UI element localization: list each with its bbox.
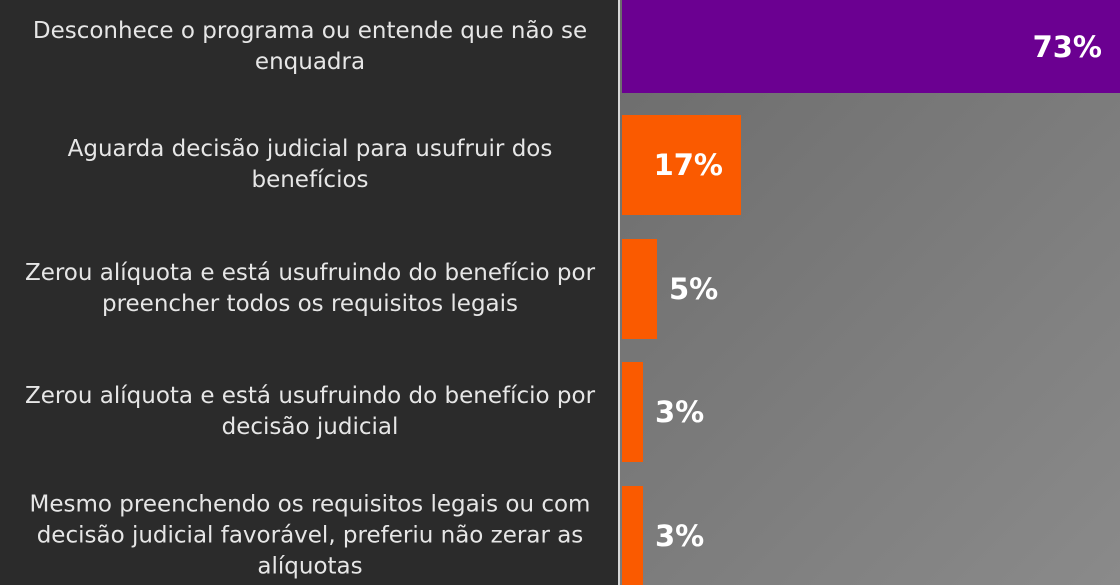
category-label: Aguarda decisão judicial para usufruir d… xyxy=(20,134,600,196)
bar xyxy=(622,362,643,462)
category-label: Zerou alíquota e está usufruindo do bene… xyxy=(20,381,600,443)
value-label: 3% xyxy=(655,395,704,429)
value-label: 3% xyxy=(655,519,704,553)
bar xyxy=(622,239,657,339)
value-label: 5% xyxy=(669,272,718,306)
value-label: 73% xyxy=(1033,30,1102,64)
bar xyxy=(622,486,643,585)
category-label: Desconhece o programa ou entende que não… xyxy=(20,16,600,78)
category-label: Mesmo preenchendo os requisitos legais o… xyxy=(20,489,600,582)
chart: Desconhece o programa ou entende que não… xyxy=(0,0,1120,585)
value-label: 17% xyxy=(654,148,723,182)
category-label: Zerou alíquota e está usufruindo do bene… xyxy=(20,258,600,320)
